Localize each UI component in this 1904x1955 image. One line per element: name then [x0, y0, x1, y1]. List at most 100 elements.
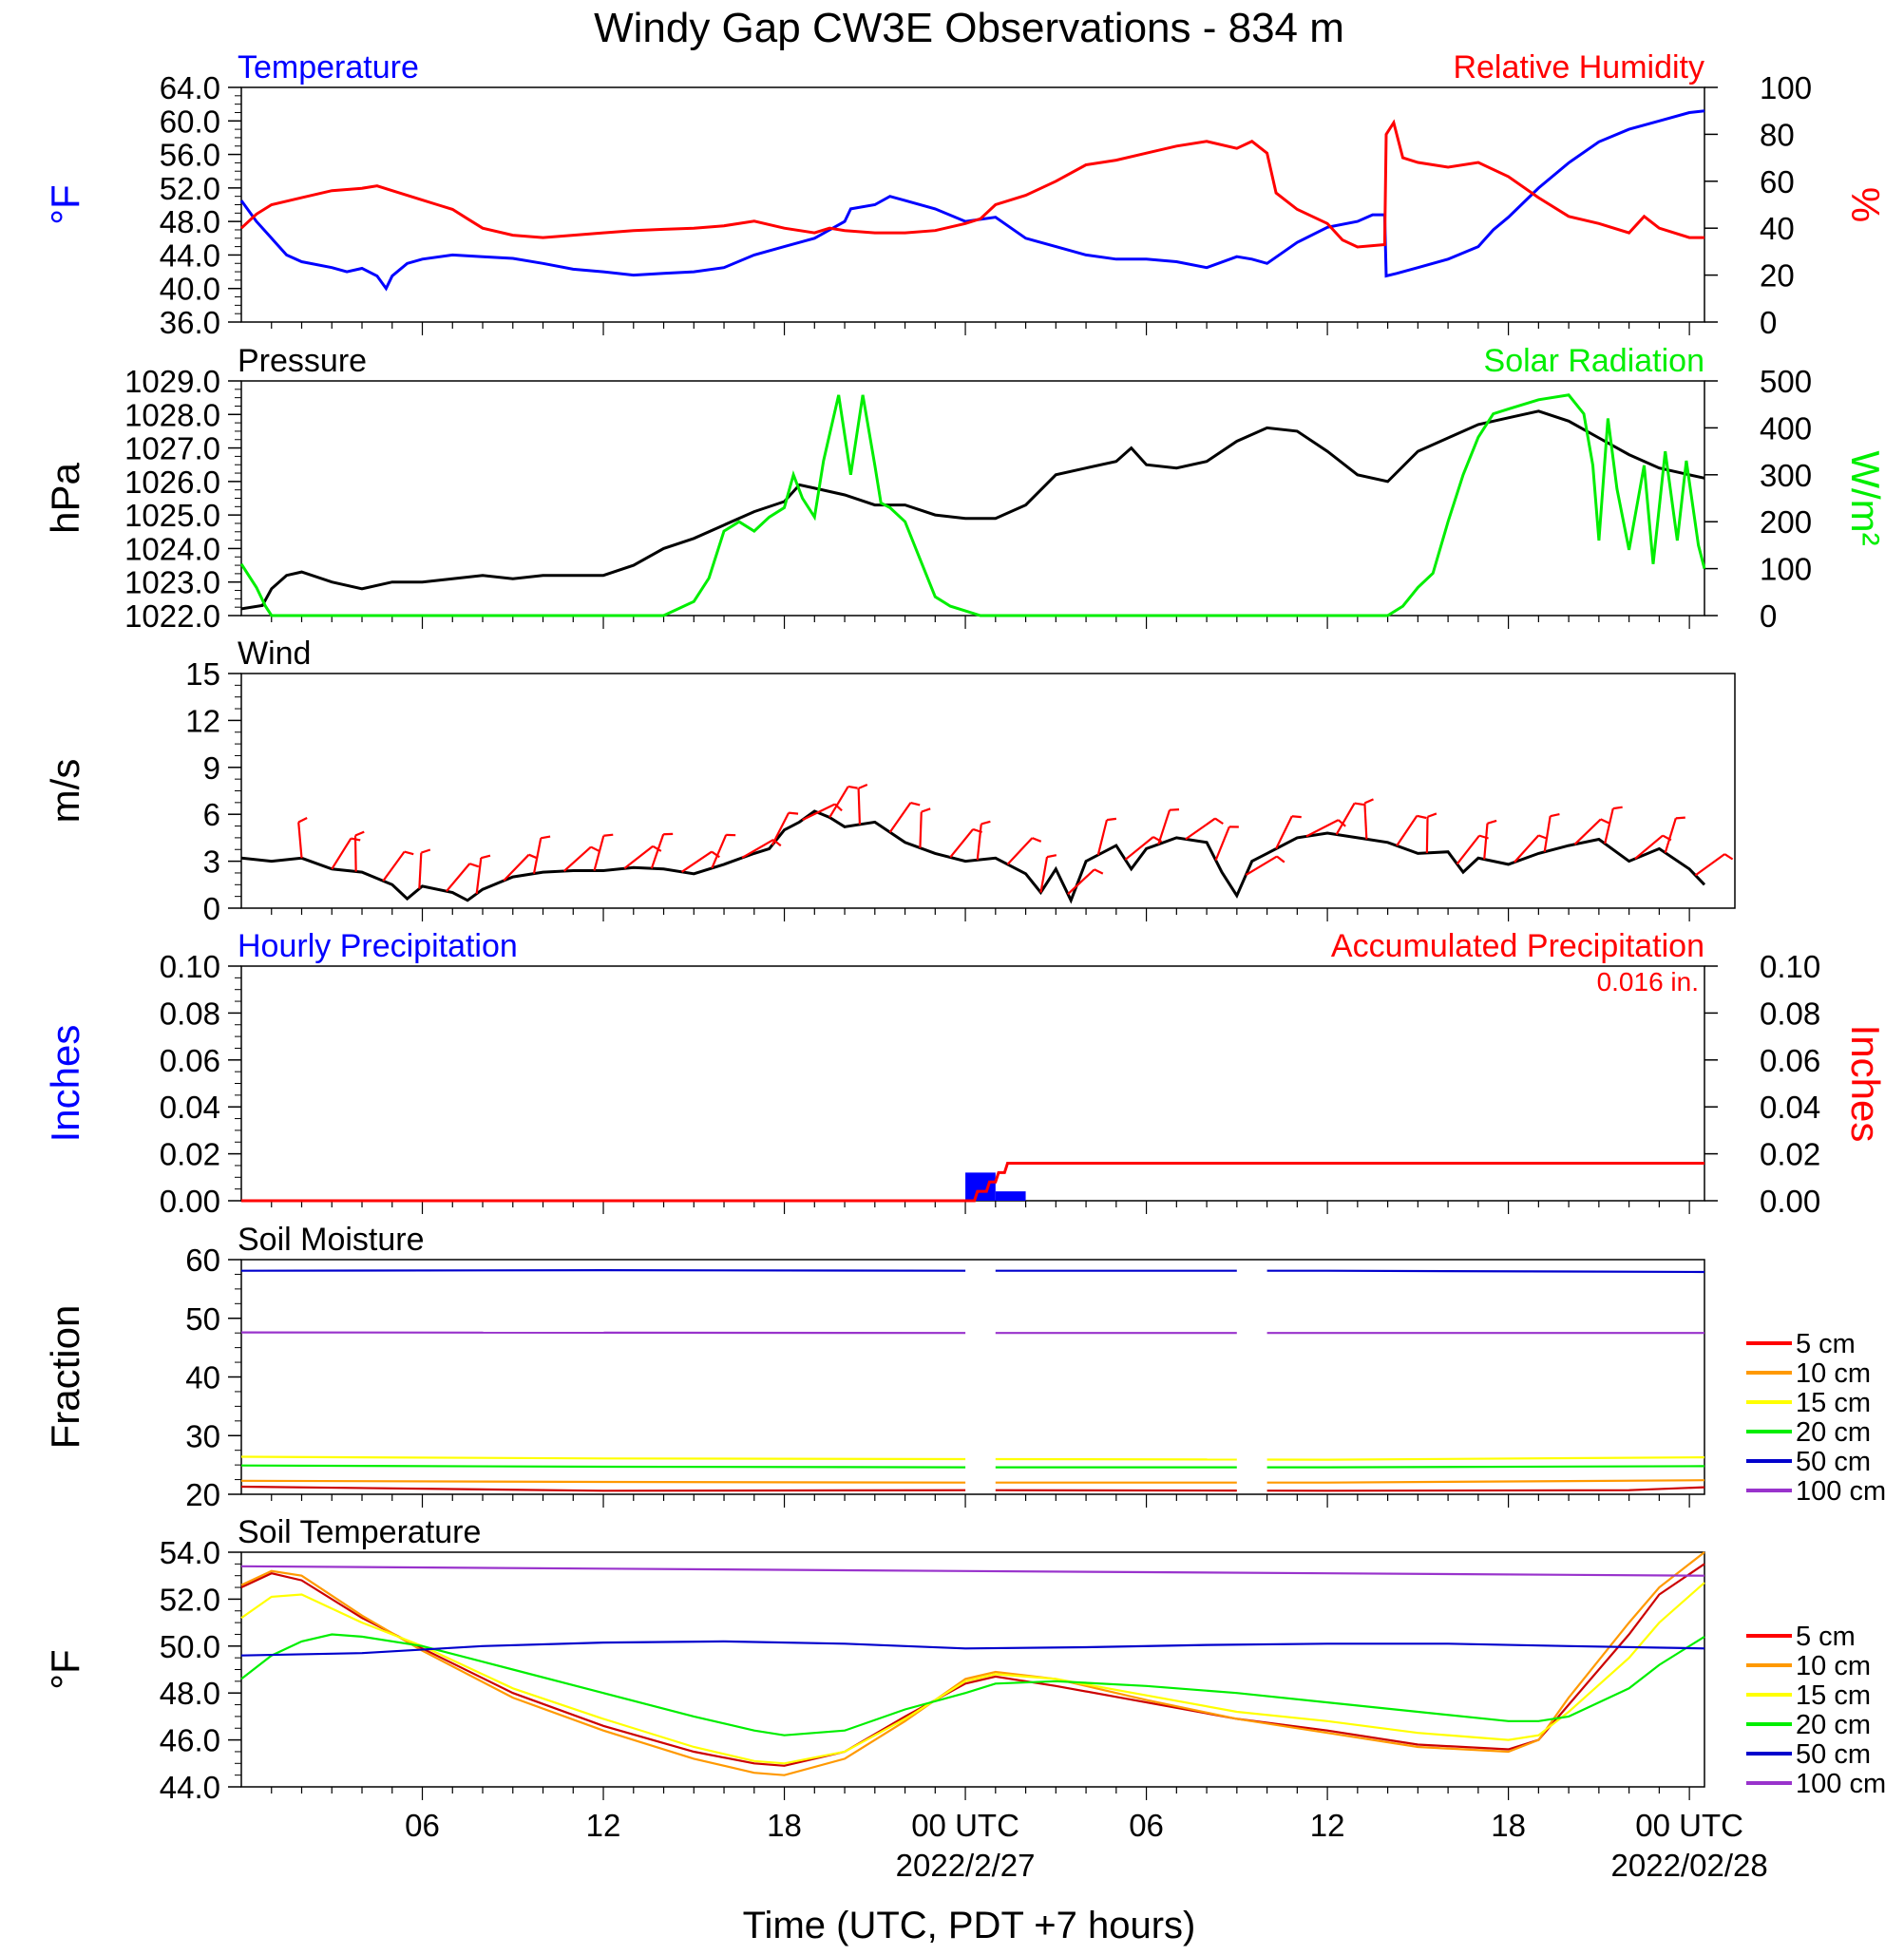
y-right-tick-label: 300 [1760, 458, 1812, 493]
hourly-precip-bar [965, 1172, 996, 1201]
wind-barb [1335, 802, 1356, 835]
wind-barb-flag [1354, 802, 1364, 807]
y-right-tick-label: 60 [1760, 164, 1795, 199]
x-tick-label: 12 [586, 1808, 621, 1843]
series-line-1 [239, 393, 1706, 617]
x-tick-label: 06 [1129, 1808, 1164, 1843]
wind-barb-flag [1106, 817, 1117, 822]
wind-barb [1604, 807, 1614, 845]
wind-barb [623, 845, 654, 870]
series-line-100cm [240, 1331, 966, 1335]
panel-title: Temperature [238, 49, 419, 85]
wind-barb-flag [1600, 818, 1610, 825]
y-tick-label: 1024.0 [124, 531, 220, 566]
wind-barb-flag [1046, 854, 1057, 859]
y-axis-label: Inches [43, 1025, 87, 1143]
y-right-tick-label: 0.06 [1760, 1043, 1820, 1078]
y-tick-label: 50 [185, 1301, 220, 1337]
series-line-50cm [1266, 1269, 1705, 1274]
y-right-tick-label: 0.04 [1760, 1090, 1820, 1125]
y-axis-label: °F [43, 1649, 87, 1689]
series-line-5cm [240, 1485, 966, 1492]
wind-barb [1039, 856, 1049, 893]
wind-barb [353, 835, 357, 872]
y-tick-label: 0.06 [160, 1043, 220, 1078]
panel-title-right: Relative Humidity [1453, 49, 1704, 85]
y-tick-label: 44.0 [160, 1770, 220, 1805]
wind-barb [771, 812, 790, 845]
wind-barb [1363, 803, 1368, 840]
y-tick-label: 12 [185, 703, 220, 738]
wind-barb [1634, 834, 1664, 860]
x-tick-label: 18 [767, 1808, 802, 1843]
series-line-10cm [240, 1479, 966, 1484]
wind-barb [857, 788, 862, 825]
wind-barb [1694, 853, 1725, 877]
panel-pressure: Pressure Solar Radiation 1022.01023.01024.… [43, 343, 1888, 634]
series-line-0 [240, 409, 1705, 611]
series-line-15cm [1266, 1456, 1705, 1461]
legend-label: 50 cm [1796, 1447, 1871, 1477]
wind-barb-flag [590, 845, 600, 853]
legend-label: 100 cm [1796, 1476, 1886, 1507]
y-tick-label: 60.0 [160, 104, 220, 139]
panel-title: Pressure [238, 343, 367, 379]
wind-barb [888, 802, 912, 833]
legend-label: 10 cm [1796, 1651, 1871, 1681]
wind-barb-flag [858, 783, 868, 789]
wind-barb [1067, 868, 1095, 895]
wind-barb-flag [788, 811, 799, 815]
wind-barb-flag [711, 850, 720, 859]
wind-barb-flag [1550, 812, 1560, 818]
wind-barb [1214, 826, 1230, 862]
series-line-50cm [240, 1640, 1705, 1657]
wind-barb-flag [354, 830, 365, 837]
wind-barb-flag [1675, 816, 1685, 820]
y-right-tick-label: 0 [1760, 598, 1777, 634]
wind-barb [563, 845, 592, 872]
y-right-tick-label: 500 [1760, 364, 1812, 399]
series-line-20cm [1266, 1465, 1705, 1469]
series-line-0 [239, 109, 1705, 292]
y-tick-label: 20 [185, 1477, 220, 1512]
y-tick-label: 3 [203, 845, 220, 880]
legend-label: 5 cm [1796, 1622, 1856, 1652]
wind-barb [741, 839, 774, 859]
legend-label: 5 cm [1796, 1329, 1856, 1359]
y-tick-label: 1028.0 [124, 397, 220, 432]
wind-barb [1483, 823, 1489, 860]
panel-title-right: Accumulated Precipitation [1331, 928, 1704, 964]
wind-barb-flag [468, 863, 480, 868]
y-tick-label: 52.0 [160, 1582, 220, 1617]
wind-barb-flag [921, 807, 931, 813]
wind-barb [1185, 817, 1216, 841]
y-tick-label: 1022.0 [124, 598, 220, 634]
wind-barb [976, 824, 982, 861]
wind-barb [680, 850, 713, 873]
wind-barb [711, 834, 728, 869]
y-right-tick-label: 0.08 [1760, 996, 1820, 1031]
series-line-15cm [240, 1582, 1705, 1765]
y-tick-label: 54.0 [160, 1535, 220, 1570]
y-tick-label: 1023.0 [124, 565, 220, 600]
series-line-1 [239, 119, 1704, 249]
wind-barb-flag [404, 850, 414, 856]
x-axis-label: Time (UTC, PDT +7 hours) [743, 1905, 1196, 1946]
series-line-5cm [1266, 1486, 1705, 1492]
legend-label: 10 cm [1796, 1358, 1871, 1389]
legend-label: 15 cm [1796, 1388, 1871, 1418]
y-tick-label: 0 [203, 891, 220, 926]
y-tick-label: 1026.0 [124, 465, 220, 500]
y-tick-label: 1025.0 [124, 498, 220, 533]
panel-frame [240, 673, 1736, 909]
wind-barb-flag [1032, 837, 1042, 843]
series-line-100cm [240, 1565, 1705, 1577]
x-tick-label: 12 [1310, 1808, 1345, 1843]
legend-label: 50 cm [1796, 1739, 1871, 1770]
panel-title: Soil Temperature [238, 1514, 481, 1550]
series-line-10cm [1266, 1479, 1705, 1484]
y-tick-label: 40.0 [160, 272, 220, 307]
series-line-10cm [240, 1551, 1705, 1776]
wind-barb [1514, 834, 1540, 864]
y-tick-label: 15 [185, 656, 220, 692]
